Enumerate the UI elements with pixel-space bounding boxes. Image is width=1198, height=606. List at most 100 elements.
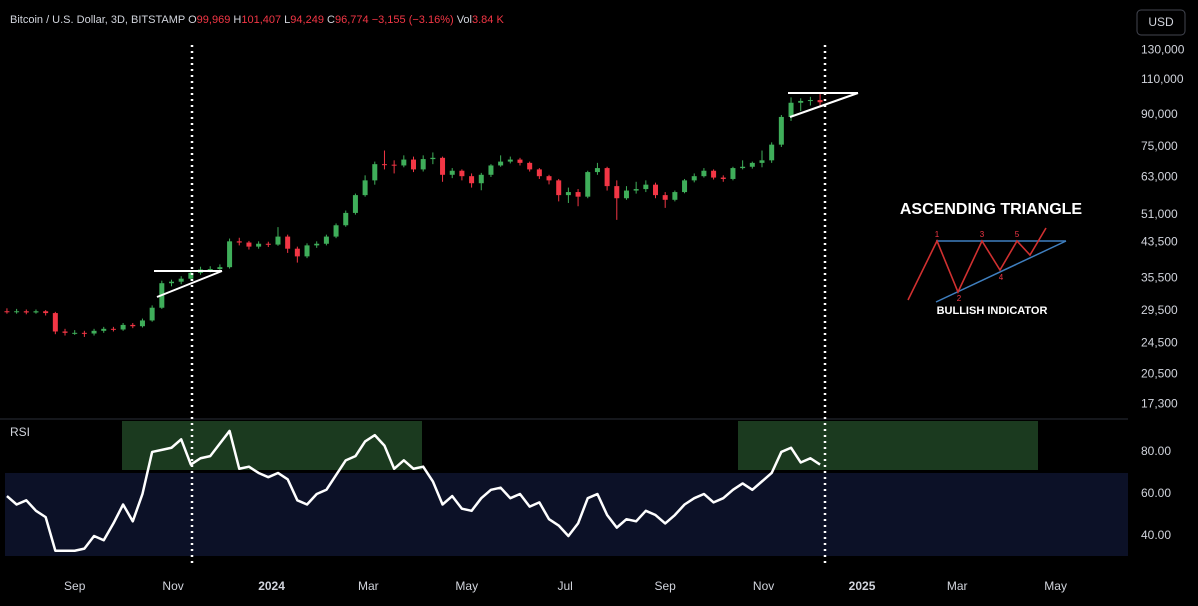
label: Vol xyxy=(457,14,472,26)
candle-body xyxy=(478,174,484,184)
candle-body xyxy=(701,170,707,177)
candle-body xyxy=(323,236,329,244)
x-tick-label: Mar xyxy=(358,579,379,593)
candle-body xyxy=(430,157,436,160)
point-label: 4 xyxy=(999,273,1004,282)
candle-body xyxy=(488,165,494,175)
candle-body xyxy=(62,331,68,333)
candle-body xyxy=(798,100,804,103)
candle-body xyxy=(411,159,417,170)
candle-body xyxy=(314,243,320,246)
candle-body xyxy=(594,168,600,173)
candle-body xyxy=(778,116,784,145)
candle-body xyxy=(207,269,213,271)
y-tick-label: 29,500 xyxy=(1141,303,1178,317)
candle-body xyxy=(817,100,823,103)
candle-body xyxy=(730,168,736,179)
candle-body xyxy=(672,192,678,200)
candle-body xyxy=(72,332,78,334)
rsi-tick-label: 80.00 xyxy=(1141,444,1171,458)
candle-body xyxy=(469,176,475,184)
highlight-zone xyxy=(738,421,1038,470)
candle-body xyxy=(246,242,252,247)
candle-body xyxy=(333,225,339,237)
candle-body xyxy=(527,162,533,170)
candle-body xyxy=(391,164,397,166)
candle-body xyxy=(440,157,446,175)
candle-body xyxy=(285,236,291,249)
y-tick-label: 24,500 xyxy=(1141,335,1178,349)
rsi-line xyxy=(6,429,821,552)
candle-body xyxy=(585,172,591,197)
x-tick-label: Mar xyxy=(947,579,968,593)
candle-body xyxy=(120,324,126,330)
candle-body xyxy=(188,272,194,279)
candle-body xyxy=(362,180,368,196)
candle-body xyxy=(372,164,378,181)
inset-diagram: ASCENDING TRIANGLE 1 2 3 4 5 BULLISH IND… xyxy=(898,200,1088,322)
candle-body xyxy=(653,184,659,196)
x-tick-label: 2025 xyxy=(849,579,876,593)
candle-body xyxy=(691,176,697,181)
rsi-tick-label: 40.00 xyxy=(1141,528,1171,542)
candle-body xyxy=(546,176,552,181)
value: 96,774 xyxy=(335,14,369,26)
candle-body xyxy=(139,320,145,327)
symbol: Bitcoin / U.S. Dollar, 3D, BITSTAMP xyxy=(10,14,185,26)
candle-body xyxy=(227,241,233,268)
y-tick-label: 17,300 xyxy=(1141,396,1178,410)
candle-body xyxy=(52,313,58,332)
candle-body xyxy=(110,328,116,330)
candle-body xyxy=(33,311,39,313)
candle-body xyxy=(643,184,649,190)
x-tick-label: Jul xyxy=(557,579,572,593)
candle-body xyxy=(459,170,465,177)
candle-body xyxy=(4,311,10,313)
candle-body xyxy=(575,192,581,197)
label: L xyxy=(284,14,290,26)
candle-body xyxy=(788,102,794,117)
candle-body xyxy=(275,236,281,245)
inset-subtitle: BULLISH INDICATOR xyxy=(937,305,1048,317)
candle-body xyxy=(81,332,87,334)
x-tick-label: 2024 xyxy=(258,579,285,593)
candle-body xyxy=(449,170,455,175)
y-tick-label: 20,500 xyxy=(1141,367,1178,381)
candle-body xyxy=(749,162,755,167)
currency-button[interactable]: USD xyxy=(1136,9,1186,36)
point-label: 1 xyxy=(935,230,940,239)
value: 99,969 xyxy=(197,14,231,26)
candle-body xyxy=(168,281,174,284)
y-tick-label: 90,000 xyxy=(1141,107,1178,121)
candle-body xyxy=(23,311,29,313)
candle-body xyxy=(420,159,426,170)
candle-body xyxy=(623,190,629,199)
inset-title: ASCENDING TRIANGLE xyxy=(900,201,1083,218)
rsi-band xyxy=(5,473,1128,556)
candle-body xyxy=(130,324,136,327)
candle-body xyxy=(381,164,387,166)
candle-body xyxy=(565,192,571,196)
candle-body xyxy=(304,245,310,257)
y-tick-label: 51,000 xyxy=(1141,207,1178,221)
candle-body xyxy=(682,180,688,193)
candle-body xyxy=(759,160,765,163)
point-label: 3 xyxy=(980,230,985,239)
candle-body xyxy=(604,168,610,187)
highlight-zone xyxy=(122,421,422,470)
candle-body xyxy=(662,195,668,200)
button-label[interactable]: USD xyxy=(1148,15,1174,29)
value: 3.84 K xyxy=(472,14,504,26)
point-label: 5 xyxy=(1015,230,1020,239)
candle-body xyxy=(536,169,542,177)
drawings xyxy=(154,45,859,565)
candle-body xyxy=(14,311,20,313)
candle-body xyxy=(633,189,639,191)
candle-body xyxy=(720,177,726,179)
x-tick-label: Sep xyxy=(64,579,86,593)
zigzag xyxy=(907,227,1047,301)
button-frame[interactable] xyxy=(1136,9,1186,36)
label: H xyxy=(233,14,241,26)
